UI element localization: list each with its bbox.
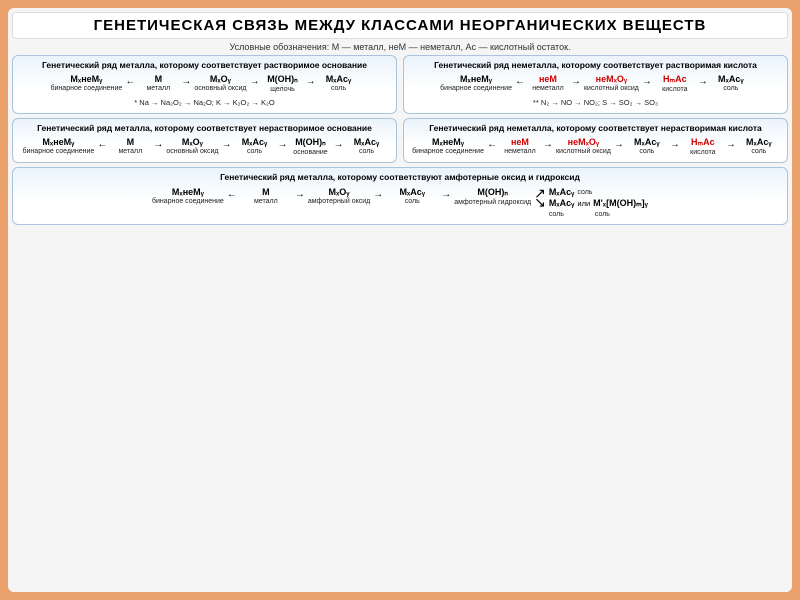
branch-icon: ↗↘ [534, 187, 546, 209]
node-salt: MₓAcᵧсоль [627, 137, 667, 155]
chain: MₓнеMᵧбинарное соединение ← неMнеметалл … [410, 74, 781, 93]
arrow-icon: → [333, 137, 343, 150]
node-salt: MₓAcᵧсоль [346, 137, 386, 155]
main-title: ГЕНЕТИЧЕСКАЯ СВЯЗЬ МЕЖДУ КЛАССАМИ НЕОРГА… [12, 12, 788, 39]
arrow-icon: ← [487, 137, 497, 150]
node-binary: MₓнеMᵧбинарное соединение [152, 187, 224, 205]
salt-a-label: соль [577, 189, 592, 196]
panel-metal-insoluble-base: Генетический ряд металла, которому соотв… [12, 118, 397, 163]
salt-b2-formula: M'ₓ[M(OH)ₘ]ᵧ [593, 198, 648, 209]
arrow-icon: ← [97, 137, 107, 150]
arrow-icon: → [221, 137, 231, 150]
subchain: * Na → Na₂O₂ → Na₂O; K → K₂O₂ → K₂O [19, 98, 390, 107]
chain: MₓнеMᵧбинарное соединение ← Mметалл → Mₓ… [19, 187, 781, 219]
poster: ГЕНЕТИЧЕСКАЯ СВЯЗЬ МЕЖДУ КЛАССАМИ НЕОРГА… [8, 8, 792, 592]
arrow-icon: → [614, 137, 624, 150]
node-acid: HₘAcкислота [683, 137, 723, 156]
arrow-icon: → [698, 74, 708, 87]
arrow-icon: ← [125, 74, 135, 87]
panel-amphoteric: Генетический ряд металла, которому соотв… [12, 167, 788, 225]
node-nonmetal: неMнеметалл [528, 74, 568, 92]
salt-b-label: соль [549, 211, 564, 218]
chain: MₓнеMᵧбинарное соединение ← неMнеметалл … [410, 137, 781, 156]
arrow-icon: → [670, 137, 680, 150]
arrow-icon: → [543, 137, 553, 150]
node-binary: MₓнеMᵧбинарное соединение [23, 137, 95, 155]
panel-title: Генетический ряд неметалла, которому соо… [410, 123, 781, 133]
or-text: или [577, 199, 590, 208]
node-acid-oxide: неMₓOᵧкислотный оксид [584, 74, 639, 92]
arrow-icon: ← [227, 187, 237, 200]
salt-branch: MₓAcᵧ соль MₓAcᵧ или M'ₓ[M(OH)ₘ]ᵧ соль с… [549, 187, 648, 219]
panel-nonmetal-soluble-acid: Генетический ряд неметалла, которому соо… [403, 55, 788, 114]
arrow-icon: → [441, 187, 451, 200]
row-1: Генетический ряд металла, которому соотв… [12, 55, 788, 114]
arrow-icon: → [726, 137, 736, 150]
node-salt: MₓAcᵧсоль [234, 137, 274, 155]
arrow-icon: → [642, 74, 652, 87]
salt-a-formula: MₓAcᵧ [549, 187, 575, 198]
row-2: Генетический ряд металла, которому соотв… [12, 118, 788, 163]
panel-title: Генетический ряд металла, которому соотв… [19, 60, 390, 70]
arrow-icon: → [277, 137, 287, 150]
subchain: ** N₂ → NO → NO₂; S → SO₂ → SO₃ [410, 98, 781, 107]
node-acid: HₘAcкислота [655, 74, 695, 93]
node-metal: Mметалл [110, 137, 150, 155]
arrow-icon: → [153, 137, 163, 150]
node-binary: MₓнеMᵧбинарное соединение [440, 74, 512, 92]
panel-title: Генетический ряд металла, которому соотв… [19, 172, 781, 182]
node-metal: Mметалл [138, 74, 178, 92]
chain: MₓнеMᵧбинарное соединение ← Mметалл → Mₓ… [19, 74, 390, 93]
arrow-icon: → [373, 187, 383, 200]
salt-b2-label: соль [595, 211, 610, 218]
node-salt: MₓAcᵧсоль [386, 187, 438, 205]
node-salt: MₓAcᵧсоль [318, 74, 358, 92]
arrow-icon: → [295, 187, 305, 200]
node-nonmetal: неMнеметалл [500, 137, 540, 155]
node-binary: MₓнеMᵧбинарное соединение [412, 137, 484, 155]
node-oxide: MₓOᵧосновный оксид [194, 74, 246, 92]
node-salt: MₓAcᵧсоль [739, 137, 779, 155]
node-binary: MₓнеMᵧбинарное соединение [51, 74, 123, 92]
node-base: M(OH)ₙоснование [290, 137, 330, 156]
panel-metal-soluble-base: Генетический ряд металла, которому соотв… [12, 55, 397, 114]
legend: Условные обозначения: M — металл, неМ — … [12, 39, 788, 55]
panel-title: Генетический ряд неметалла, которому соо… [410, 60, 781, 70]
arrow-icon: ← [515, 74, 525, 87]
arrow-icon: → [305, 74, 315, 87]
node-acid-oxide: неMₓOᵧкислотный оксид [556, 137, 611, 155]
node-hydroxide: M(OH)ₙщелочь [262, 74, 302, 93]
panel-nonmetal-insoluble-acid: Генетический ряд неметалла, которому соо… [403, 118, 788, 163]
node-amphoteric-hydroxide: M(OH)ₙамфотерный гидроксид [454, 187, 531, 206]
panel-title: Генетический ряд металла, которому соотв… [19, 123, 390, 133]
node-oxide: MₓOᵧосновный оксид [166, 137, 218, 155]
arrow-icon: → [181, 74, 191, 87]
node-metal: Mметалл [240, 187, 292, 205]
salt-b-formula: MₓAcᵧ [549, 198, 575, 209]
node-amphoteric-oxide: MₓOᵧамфотерный оксид [308, 187, 370, 205]
panels-container: Генетический ряд металла, которому соотв… [12, 55, 788, 225]
node-salt: MₓAcᵧсоль [711, 74, 751, 92]
arrow-icon: → [571, 74, 581, 87]
chain: MₓнеMᵧбинарное соединение ← Mметалл → Mₓ… [19, 137, 390, 156]
arrow-icon: → [249, 74, 259, 87]
